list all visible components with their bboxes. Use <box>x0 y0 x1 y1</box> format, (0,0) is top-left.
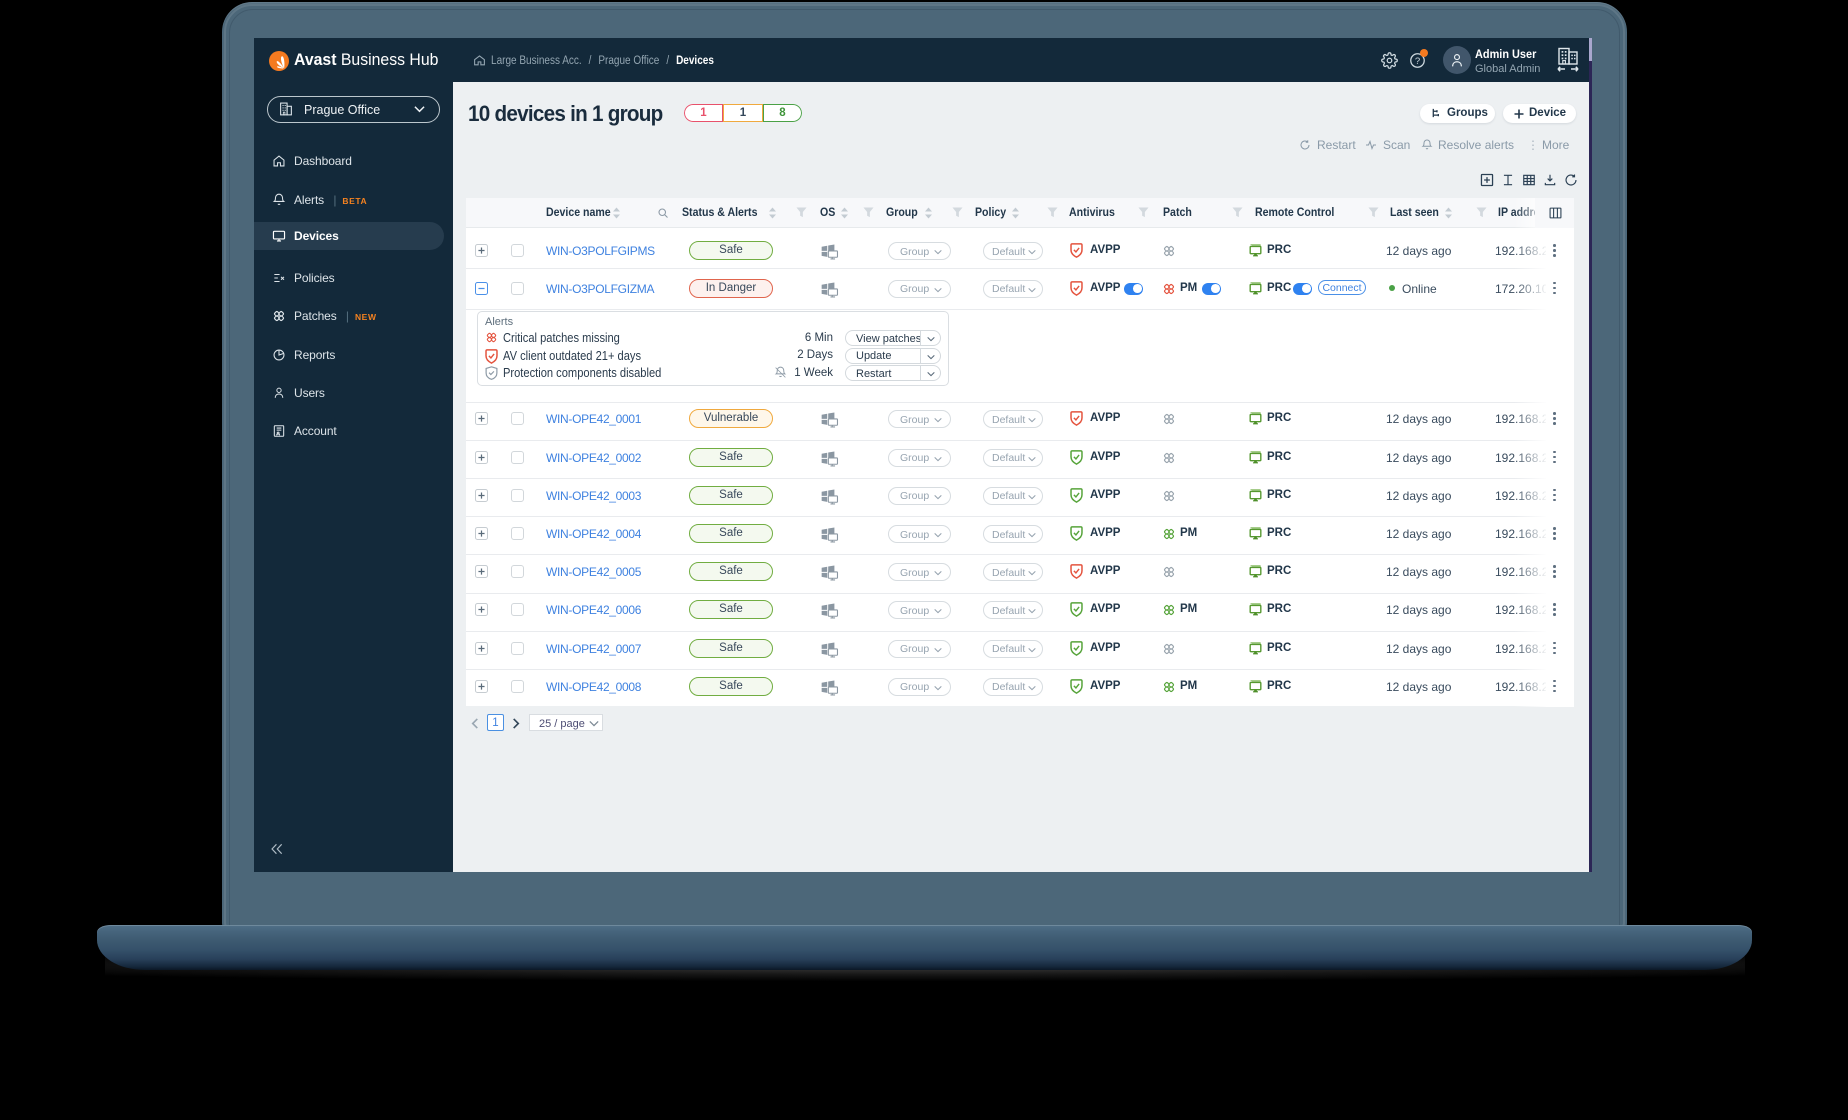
svg-text:?: ? <box>1415 56 1420 67</box>
